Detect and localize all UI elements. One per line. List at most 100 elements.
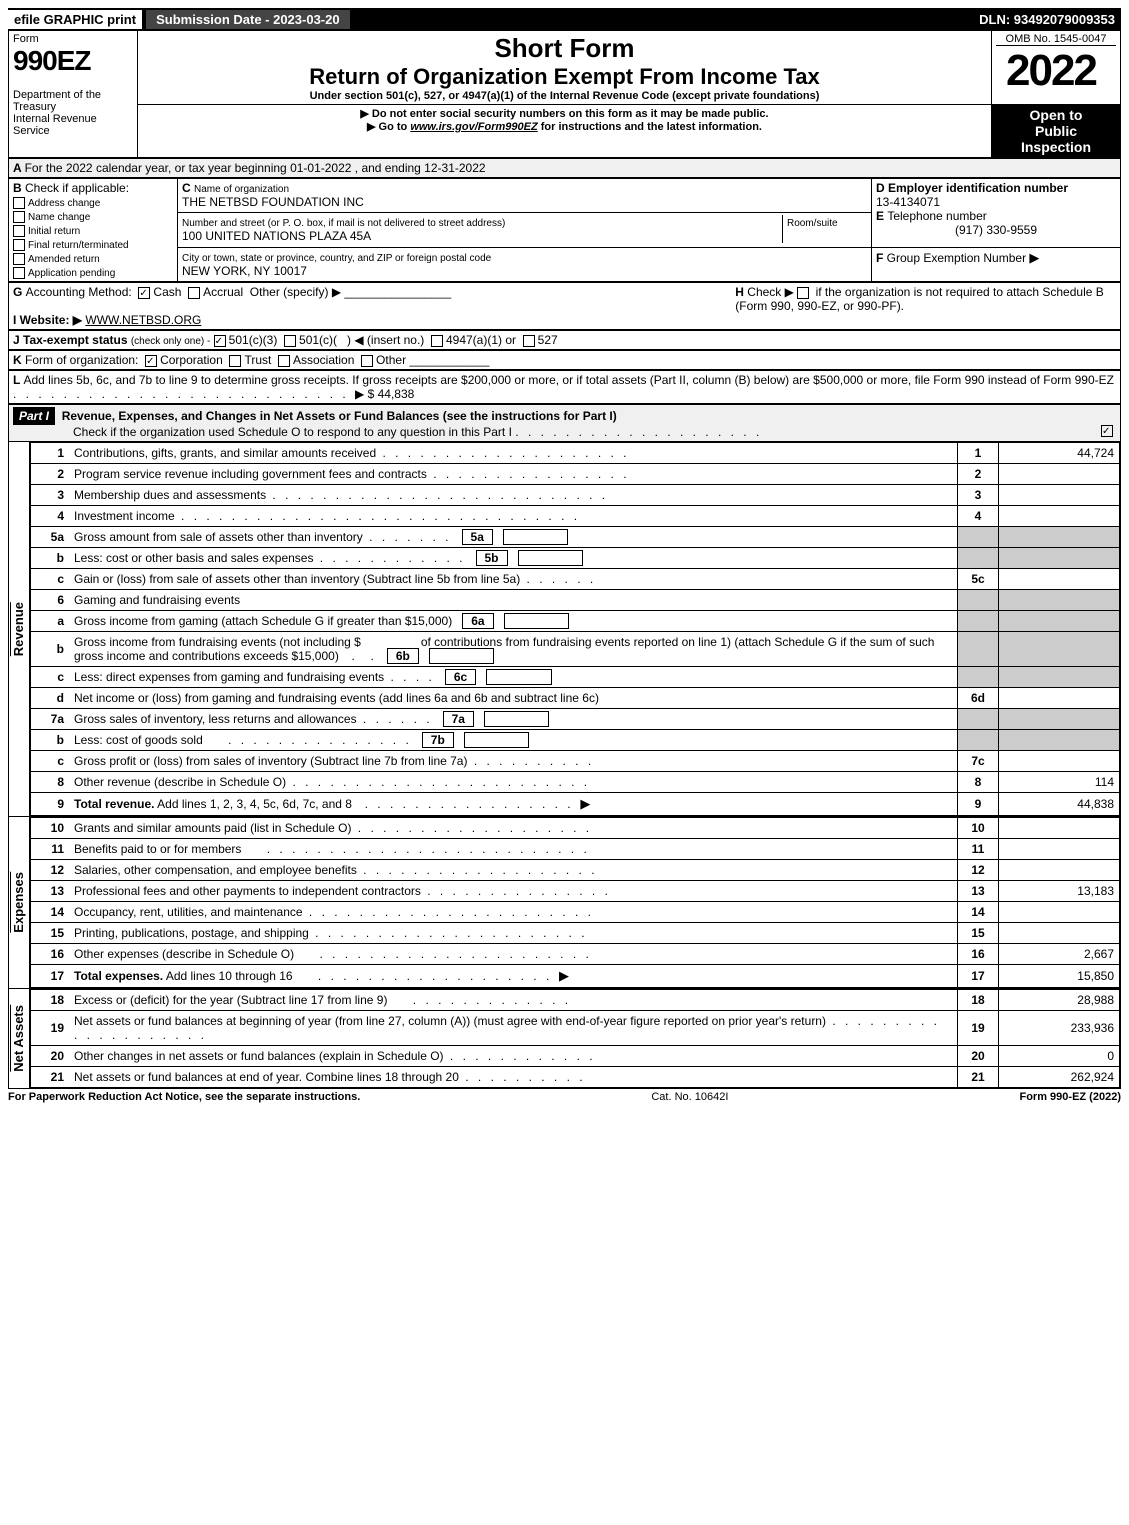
revenue-section: Revenue 1 Contributions, gifts, grants, …	[8, 442, 1121, 816]
checkbox-trust[interactable]	[229, 355, 241, 367]
line-7a: 7a Gross sales of inventory, less return…	[31, 709, 1120, 730]
expenses-vertical-label: Expenses	[10, 872, 29, 933]
line-9-amt: 44,838	[999, 793, 1120, 816]
line-7a-sub: 7a	[443, 711, 474, 727]
line-6c-amt-shaded	[999, 667, 1120, 688]
opt-amended-return: Amended return	[28, 254, 100, 265]
line-3: 3 Membership dues and assessments . . . …	[31, 485, 1120, 506]
line-12-num: 12	[31, 860, 70, 881]
line-5c-text: Gain or (loss) from sale of assets other…	[74, 572, 520, 586]
open-inspection-box: Open to Public Inspection	[992, 105, 1121, 158]
line-5c-col: 5c	[958, 569, 999, 590]
open-to: Open to	[996, 107, 1116, 123]
line-15-num: 15	[31, 923, 70, 944]
line-18-text: Excess or (deficit) for the year (Subtra…	[74, 993, 387, 1007]
line-14-num: 14	[31, 902, 70, 923]
checkbox-address-change[interactable]	[13, 197, 25, 209]
checkbox-4947[interactable]	[431, 335, 443, 347]
opt-corporation: Corporation	[160, 353, 223, 367]
line-8: 8 Other revenue (describe in Schedule O)…	[31, 772, 1120, 793]
letter-g: G	[13, 285, 26, 299]
checkbox-amended-return[interactable]	[13, 253, 25, 265]
section-a: A For the 2022 calendar year, or tax yea…	[8, 158, 1121, 178]
line-21-num: 21	[31, 1067, 70, 1088]
checkbox-other-form[interactable]	[361, 355, 373, 367]
checkbox-association[interactable]	[278, 355, 290, 367]
line-2: 2 Program service revenue including gove…	[31, 464, 1120, 485]
checkbox-501c[interactable]	[284, 335, 296, 347]
line-6-col-shaded	[958, 590, 999, 611]
line-6d: d Net income or (loss) from gaming and f…	[31, 688, 1120, 709]
opt-trust: Trust	[244, 353, 271, 367]
line-5c-num: c	[31, 569, 70, 590]
line-17-num: 17	[31, 965, 70, 988]
irs-link[interactable]: www.irs.gov/Form990EZ	[410, 121, 537, 133]
checkbox-accrual[interactable]	[188, 287, 200, 299]
netassets-section: Net Assets 18 Excess or (deficit) for th…	[8, 988, 1121, 1089]
letter-i: I	[13, 313, 20, 327]
form-notes-cell: ▶ Do not enter social security numbers o…	[138, 105, 992, 158]
line-7b-sub: 7b	[422, 732, 454, 748]
part1-header: Part I Revenue, Expenses, and Changes in…	[8, 404, 1121, 442]
line-8-num: 8	[31, 772, 70, 793]
checkbox-schedule-b[interactable]	[797, 287, 809, 299]
line-11-amt	[999, 839, 1120, 860]
line-6d-col: 6d	[958, 688, 999, 709]
footer-right: Form 990-EZ (2022)	[1019, 1091, 1121, 1103]
dept-label: Department of the Treasury	[13, 89, 101, 113]
revenue-lines: 1 Contributions, gifts, grants, and simi…	[30, 442, 1120, 816]
checkbox-527[interactable]	[523, 335, 535, 347]
arrow-f: ▶	[1029, 250, 1039, 265]
line-21-col: 21	[958, 1067, 999, 1088]
line-12-text: Salaries, other compensation, and employ…	[74, 863, 357, 877]
line-18-num: 18	[31, 990, 70, 1011]
checkbox-cash[interactable]	[138, 287, 150, 299]
checkbox-corporation[interactable]	[145, 355, 157, 367]
line-3-col: 3	[958, 485, 999, 506]
tax-exempt-label: Tax-exempt status	[23, 333, 127, 347]
letter-e: E	[876, 209, 887, 223]
line-7c-col: 7c	[958, 751, 999, 772]
line-14-col: 14	[958, 902, 999, 923]
opt-other-specify: Other (specify) ▶	[250, 285, 341, 299]
line-21: 21 Net assets or fund balances at end of…	[31, 1067, 1120, 1088]
expenses-lines: 10 Grants and similar amounts paid (list…	[30, 817, 1120, 988]
opt-application-pending: Application pending	[28, 268, 115, 279]
line-5b: b Less: cost or other basis and sales ex…	[31, 548, 1120, 569]
part1-check-text: Check if the organization used Schedule …	[73, 425, 512, 439]
line-6b-sub: 6b	[387, 648, 419, 664]
line-2-amt	[999, 464, 1120, 485]
line-15-amt	[999, 923, 1120, 944]
checkbox-501c3[interactable]	[214, 335, 226, 347]
checkbox-schedule-o[interactable]	[1101, 425, 1113, 437]
line-7a-amt-shaded	[999, 709, 1120, 730]
line-13: 13 Professional fees and other payments …	[31, 881, 1120, 902]
return-title: Return of Organization Exempt From Incom…	[142, 64, 987, 90]
netassets-vertical-label: Net Assets	[10, 1005, 29, 1072]
form-number: 990EZ	[13, 45, 91, 76]
checkbox-application-pending[interactable]	[13, 267, 25, 279]
opt-cash: Cash	[153, 285, 181, 299]
line-8-amt: 114	[999, 772, 1120, 793]
opt-name-change: Name change	[28, 212, 90, 223]
line-5a-text: Gross amount from sale of assets other t…	[74, 530, 363, 544]
check-only-one: (check only one) -	[131, 336, 210, 347]
line-4-num: 4	[31, 506, 70, 527]
line-6c-text: Less: direct expenses from gaming and fu…	[74, 670, 384, 684]
checkbox-name-change[interactable]	[13, 211, 25, 223]
accounting-method-label: Accounting Method:	[26, 285, 132, 299]
section-h-cell: H Check ▶ if the organization is not req…	[731, 283, 1120, 330]
line-7b-col-shaded	[958, 730, 999, 751]
checkbox-initial-return[interactable]	[13, 225, 25, 237]
line-7c-amt	[999, 751, 1120, 772]
line-4-text: Investment income	[74, 509, 175, 523]
subtitle: Under section 501(c), 527, or 4947(a)(1)…	[142, 90, 987, 102]
footer-left: For Paperwork Reduction Act Notice, see …	[8, 1091, 360, 1103]
line-15-col: 15	[958, 923, 999, 944]
line-20-text: Other changes in net assets or fund bala…	[74, 1049, 444, 1063]
revenue-vertical-label: Revenue	[10, 602, 29, 656]
irs-label: Internal Revenue Service	[13, 113, 97, 137]
line-6c-subamt	[486, 669, 551, 685]
line-3-text: Membership dues and assessments	[74, 488, 266, 502]
checkbox-final-return[interactable]	[13, 239, 25, 251]
